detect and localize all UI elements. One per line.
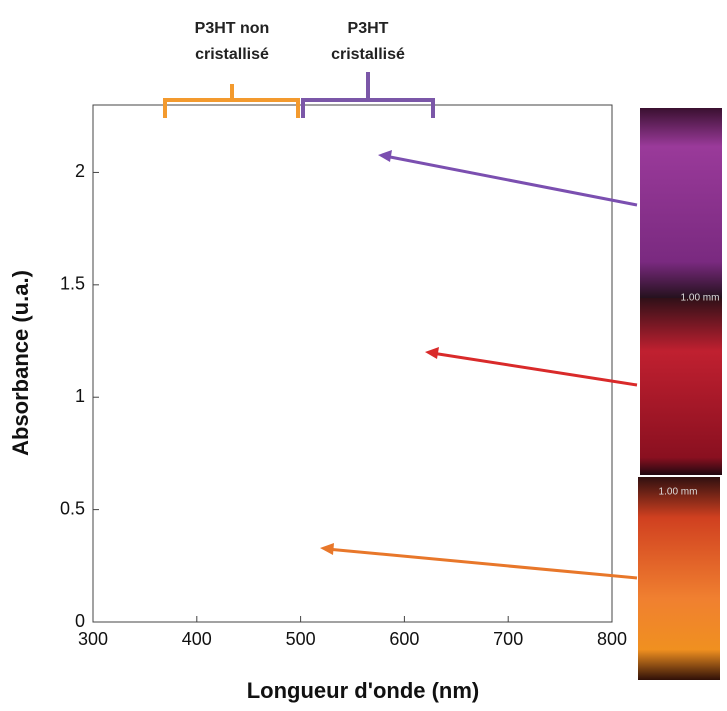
plot-frame	[92, 104, 613, 623]
y-tick-label: 0	[75, 611, 85, 631]
y-tick-label: 1	[75, 386, 85, 406]
bracket	[163, 84, 300, 118]
arrow	[431, 351, 638, 387]
y-axis-label: Absorbance (u.a.)	[8, 270, 33, 456]
annotation: P3HT non	[195, 20, 270, 37]
x-tick-label: 600	[389, 629, 419, 649]
x-tick-label: 700	[493, 629, 523, 649]
annotation: cristallisé	[331, 46, 405, 63]
y-tick-label: 1.5	[60, 274, 85, 294]
bracket	[301, 72, 435, 118]
photo-orange	[638, 477, 720, 680]
x-tick-label: 300	[78, 629, 108, 649]
arrow-head	[320, 543, 334, 555]
arrow	[326, 547, 638, 580]
annotation: cristallisé	[195, 46, 269, 63]
x-axis-label: Longueur d'onde (nm)	[247, 678, 480, 703]
photo-label: 1.00 mm	[681, 293, 720, 304]
x-tick-label: 400	[182, 629, 212, 649]
y-tick-label: 2	[75, 161, 85, 181]
arrows	[320, 150, 638, 580]
photo-label: 1.00 mm	[659, 487, 698, 498]
photo-purple	[640, 108, 722, 300]
x-tick-label: 500	[286, 629, 316, 649]
arrow	[384, 154, 638, 207]
photo-red	[640, 298, 722, 475]
annotation: P3HT	[348, 20, 389, 37]
y-tick-label: 0.5	[60, 498, 85, 518]
x-tick-label: 800	[597, 629, 627, 649]
arrow-head	[425, 347, 439, 359]
arrow-head	[378, 150, 392, 162]
